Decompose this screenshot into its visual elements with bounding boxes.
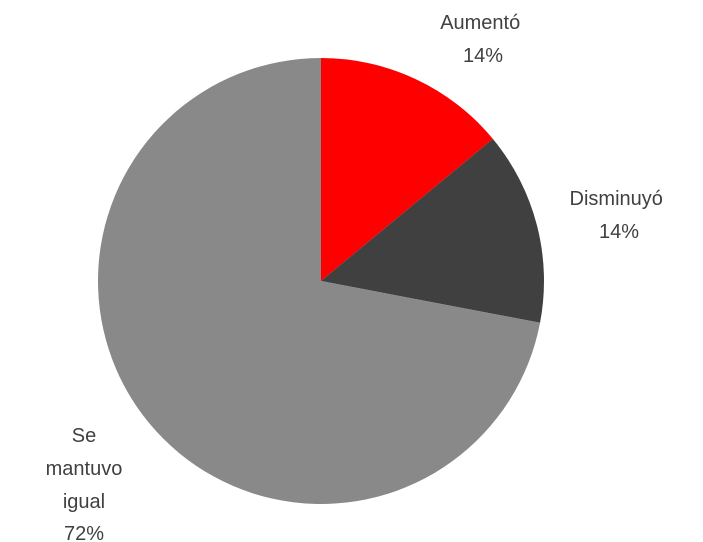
pie-slice-3 <box>98 58 541 504</box>
slice-percent-aumento: 14% <box>463 45 503 67</box>
slice-category-line-1: Se <box>72 425 96 447</box>
slice-percent-se-mantuvo-igual: 72% <box>64 523 104 542</box>
slice-category-aumento: Aumentó <box>440 12 520 34</box>
slice-label-se-mantuvo-igual: Se mantuvo igual 72% <box>46 425 123 542</box>
pie-slices <box>98 58 545 504</box>
slice-category-disminuyo: Disminuyó <box>570 188 663 210</box>
slice-category-line-2: mantuvo <box>46 458 123 480</box>
pie-slice-2 <box>321 138 545 323</box>
slice-label-aumento: Aumentó 14% <box>440 12 526 67</box>
slice-percent-disminuyo: 14% <box>599 221 639 243</box>
slice-label-disminuyo: Disminuyó 14% <box>570 188 669 243</box>
slice-category-line-3: igual <box>63 491 105 513</box>
pie-slice-1 <box>321 58 493 281</box>
